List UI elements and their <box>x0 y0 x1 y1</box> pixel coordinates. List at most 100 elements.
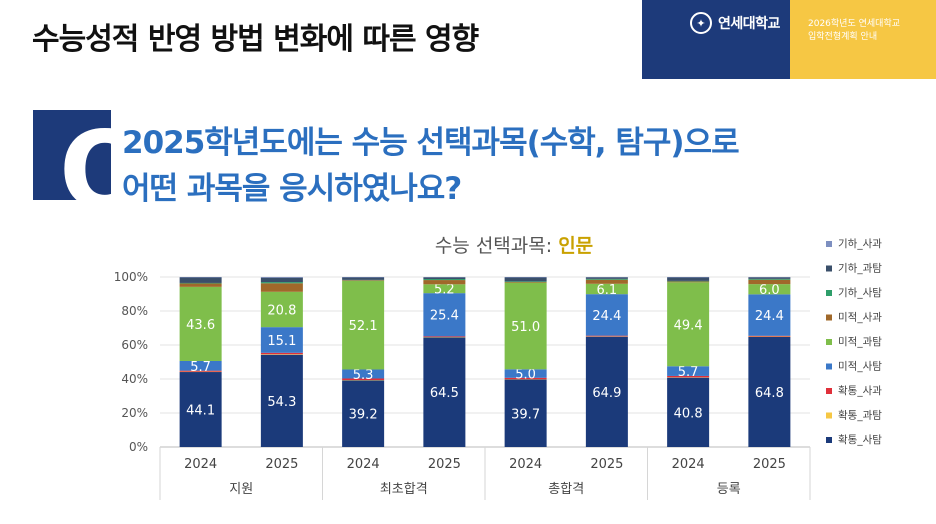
legend-label: 기하_과탐 <box>838 262 882 275</box>
legend-label: 미적_사과 <box>838 312 882 324</box>
bar-segment <box>423 280 466 285</box>
data-label: 39.2 <box>349 408 378 423</box>
data-label: 52.1 <box>349 319 378 334</box>
bar-segment <box>260 354 303 355</box>
bar-segment <box>585 277 628 279</box>
data-label: 43.6 <box>186 318 215 333</box>
bar-segment <box>179 277 222 278</box>
bar-segment <box>667 377 710 447</box>
bar-segment <box>179 360 222 371</box>
y-tick-label: 80% <box>121 304 148 318</box>
data-label: 5.2 <box>434 283 455 298</box>
bar-segment <box>179 283 222 287</box>
question-badge-letter: Q <box>59 110 111 201</box>
bar-segment <box>179 286 222 361</box>
y-tick-label: 0% <box>129 440 148 454</box>
bar-segment <box>179 277 222 283</box>
logo-text: 연세대학교 <box>718 16 780 32</box>
university-logo: ✦ 연세대학교 <box>690 12 780 34</box>
seal-icon: ✦ <box>690 12 712 34</box>
group-label: 최초합격 <box>380 482 428 497</box>
bar-segment <box>667 366 710 376</box>
question-line-2: 어떤 과목을 응시하였나요? <box>122 171 462 207</box>
bar-segment <box>342 280 385 281</box>
bar-segment <box>504 369 547 378</box>
bar-segment <box>667 277 710 278</box>
bar-segment <box>260 291 303 328</box>
bar-segment <box>260 277 303 278</box>
y-tick-label: 40% <box>121 372 148 386</box>
x-tick-label: 2024 <box>672 457 705 472</box>
data-label: 5.0 <box>515 368 536 383</box>
legend-swatch <box>826 363 832 370</box>
bar-segment <box>748 277 791 279</box>
bar-segment <box>423 277 466 280</box>
data-label: 15.1 <box>267 334 296 349</box>
data-label: 24.4 <box>755 309 784 324</box>
bar-segment <box>342 369 385 379</box>
legend-label: 확통_사과 <box>838 384 882 397</box>
bar-segment <box>260 354 303 447</box>
bar-segment <box>748 279 791 285</box>
data-label: 24.4 <box>592 309 621 324</box>
y-tick-label: 20% <box>121 406 148 420</box>
bar-segment <box>342 280 385 370</box>
x-tick-label: 2024 <box>347 457 380 472</box>
legend-label: 미적_과탐 <box>838 336 882 348</box>
legend-swatch <box>826 290 832 296</box>
legend-swatch <box>826 412 832 419</box>
x-tick-label: 2025 <box>428 457 461 472</box>
legend-label: 확통_사탐 <box>838 433 882 446</box>
group-label: 총합격 <box>548 482 584 497</box>
bar-segment <box>667 277 710 281</box>
bar-segment <box>504 277 547 278</box>
data-label: 64.8 <box>755 386 784 401</box>
bar-segment <box>342 277 385 280</box>
bar-segment <box>260 283 303 292</box>
bar-segment <box>504 277 547 282</box>
legend-swatch <box>826 388 832 394</box>
data-label: 40.8 <box>674 406 703 421</box>
group-label: 등록 <box>717 482 741 497</box>
chart-title: 수능 선택과목: 인문 <box>435 235 593 257</box>
x-tick-label: 2024 <box>184 457 217 472</box>
bar-segment <box>423 284 466 294</box>
legend-swatch <box>826 437 832 443</box>
bar-segment <box>748 336 791 447</box>
bar-segment <box>585 278 628 280</box>
bar-segment <box>585 279 628 284</box>
group-label: 지원 <box>229 482 253 497</box>
bar-segment <box>748 278 791 280</box>
bar-segment <box>748 294 791 336</box>
question-badge: Q <box>33 110 111 200</box>
bar-segment <box>260 277 303 283</box>
info-line-2: 입학전형계획 안내 <box>808 32 878 42</box>
bar-segment <box>585 336 628 447</box>
data-label: 51.0 <box>511 320 540 335</box>
legend-swatch <box>826 314 832 321</box>
bar-segment <box>423 293 466 337</box>
bar-segment <box>585 283 628 295</box>
bar-segment <box>260 352 303 355</box>
bar-segment <box>585 294 628 336</box>
bar-segment <box>179 282 222 284</box>
logo-panel <box>642 0 790 79</box>
data-label: 5.7 <box>678 365 699 380</box>
bar-segment <box>342 378 385 381</box>
legend-label: 기하_사과 <box>838 237 882 250</box>
data-label: 49.4 <box>674 318 703 333</box>
legend-swatch <box>826 339 832 345</box>
legend-label: 기하_사탐 <box>838 286 882 299</box>
bar-segment <box>504 282 547 370</box>
bar-segment <box>667 281 710 283</box>
data-label: 25.4 <box>430 309 459 324</box>
legend-swatch <box>826 241 832 247</box>
bar-segment <box>667 280 710 282</box>
bar-segment <box>423 337 466 447</box>
bar-segment <box>667 282 710 367</box>
data-label: 39.7 <box>511 407 540 422</box>
bar-segment <box>667 375 710 378</box>
legend-label: 확통_과탐 <box>838 409 882 422</box>
bar-segment <box>504 281 547 283</box>
